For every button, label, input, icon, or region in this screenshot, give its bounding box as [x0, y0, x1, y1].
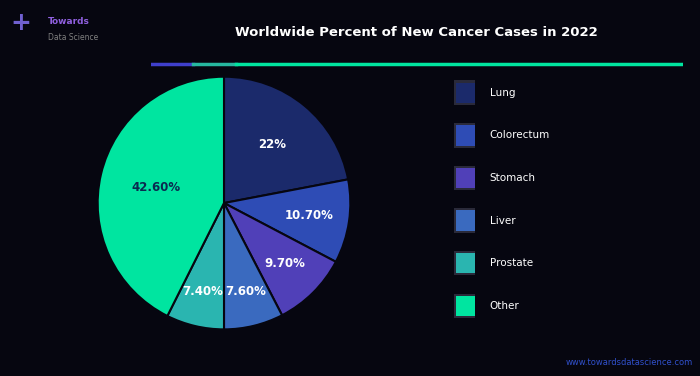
Text: Towards: Towards	[48, 17, 90, 26]
Bar	[456, 168, 475, 188]
Text: Lung: Lung	[489, 88, 515, 98]
Text: Data Science: Data Science	[48, 33, 99, 42]
Bar	[456, 125, 475, 146]
Bar	[456, 82, 475, 103]
Bar	[456, 210, 475, 231]
Text: Other: Other	[489, 301, 519, 311]
Wedge shape	[167, 203, 224, 329]
Text: Colorectum: Colorectum	[489, 130, 550, 140]
Text: Stomach: Stomach	[489, 173, 536, 183]
Bar	[454, 294, 475, 318]
Wedge shape	[224, 77, 348, 203]
Bar	[454, 123, 475, 148]
Wedge shape	[224, 179, 350, 262]
Text: www.towardsdatascience.com: www.towardsdatascience.com	[566, 358, 693, 367]
Text: Liver: Liver	[489, 215, 515, 226]
Wedge shape	[224, 203, 282, 329]
Text: +: +	[10, 11, 32, 35]
Bar	[454, 80, 475, 105]
Text: Worldwide Percent of New Cancer Cases in 2022: Worldwide Percent of New Cancer Cases in…	[235, 26, 598, 39]
Bar	[454, 251, 475, 276]
Bar	[454, 208, 475, 233]
Text: 9.70%: 9.70%	[264, 258, 305, 270]
Bar	[454, 166, 475, 190]
Text: 42.60%: 42.60%	[132, 180, 181, 194]
Wedge shape	[224, 203, 336, 315]
Bar	[456, 253, 475, 273]
Text: 7.60%: 7.60%	[225, 285, 266, 298]
Text: Prostate: Prostate	[489, 258, 533, 268]
Text: 10.70%: 10.70%	[284, 209, 333, 222]
Bar	[456, 296, 475, 316]
Text: 7.40%: 7.40%	[183, 285, 223, 298]
Wedge shape	[98, 77, 224, 316]
Text: 22%: 22%	[258, 138, 286, 151]
